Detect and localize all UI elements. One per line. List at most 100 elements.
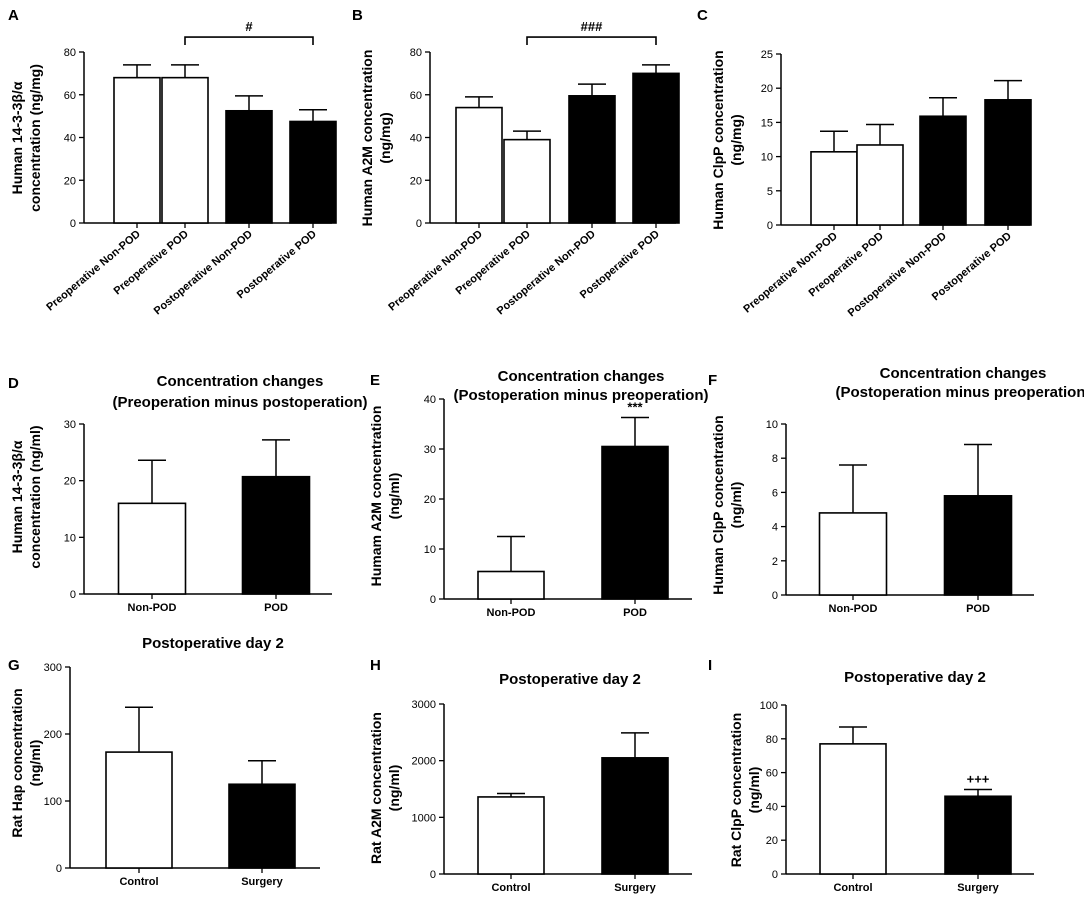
panel-label: I bbox=[708, 657, 712, 674]
y-tick-label: 1000 bbox=[412, 812, 436, 824]
y-tick-label: 0 bbox=[767, 220, 773, 232]
y-axis-label: (ng/ml) bbox=[386, 765, 402, 812]
bar-2 bbox=[856, 144, 904, 226]
y-tick-label: 0 bbox=[430, 594, 436, 606]
bar-1 bbox=[113, 76, 161, 224]
y-tick-label: 0 bbox=[772, 590, 778, 602]
bar-2 bbox=[601, 445, 669, 600]
y-tick-label: 20 bbox=[64, 175, 76, 187]
bar-1 bbox=[105, 751, 173, 869]
bar-1 bbox=[455, 106, 503, 224]
category-label: Control bbox=[833, 882, 872, 894]
chart-title: (Postoperation minus preoperation) bbox=[835, 384, 1084, 401]
y-axis-label: Rat A2M concentration bbox=[368, 712, 384, 864]
bar-1 bbox=[477, 570, 545, 600]
chart-panel-f: F Concentration changes (Postoperation min… bbox=[708, 365, 1084, 615]
significance-mark: ### bbox=[581, 19, 603, 34]
y-tick-label: 60 bbox=[410, 90, 422, 102]
y-tick-label: 40 bbox=[766, 801, 778, 813]
chart-panel-e: E Concentration changes (Postoperation min… bbox=[368, 368, 709, 619]
category-label: Control bbox=[491, 882, 530, 894]
category-label: Preoperative Non-POD bbox=[741, 230, 840, 315]
bar-3 bbox=[568, 95, 616, 224]
y-tick-label: 0 bbox=[772, 869, 778, 881]
y-tick-label: 10 bbox=[761, 152, 773, 164]
category-label: Surgery bbox=[241, 876, 283, 888]
category-label: POD bbox=[623, 607, 647, 619]
chart-panel-h: H Postoperative day 2 Rat A2M concentratio… bbox=[368, 657, 692, 894]
bar-4 bbox=[984, 99, 1032, 226]
bar-1 bbox=[819, 743, 887, 875]
y-tick-label: 100 bbox=[44, 796, 62, 808]
category-label: Control bbox=[119, 876, 158, 888]
category-label: POD bbox=[966, 603, 990, 615]
significance-mark: +++ bbox=[967, 772, 990, 787]
y-tick-label: 0 bbox=[56, 863, 62, 875]
bar-2 bbox=[241, 475, 311, 595]
y-tick-label: 40 bbox=[410, 133, 422, 145]
chart-title: Postoperative day 2 bbox=[142, 635, 284, 652]
chart-panel-g: G Postoperative day 2 Rat Hap concentratio… bbox=[8, 635, 320, 888]
panel-label: D bbox=[8, 375, 19, 392]
chart-title: (Preoperation minus postoperation) bbox=[112, 394, 367, 411]
category-label: Preoperative Non-POD bbox=[44, 228, 143, 313]
y-axis-label: (ng/mg) bbox=[377, 112, 393, 163]
bar-3 bbox=[919, 115, 967, 226]
bar-2 bbox=[943, 495, 1013, 596]
y-axis-label: (ng/ml) bbox=[386, 473, 402, 520]
y-tick-label: 80 bbox=[64, 47, 76, 59]
y-tick-label: 200 bbox=[44, 729, 62, 741]
y-tick-label: 10 bbox=[766, 419, 778, 431]
panel-label: H bbox=[370, 657, 381, 674]
y-tick-label: 0 bbox=[70, 218, 76, 230]
y-tick-label: 20 bbox=[64, 476, 76, 488]
y-axis-label: Human A2M concentration bbox=[359, 50, 375, 227]
chart-title: Concentration changes bbox=[498, 368, 665, 385]
y-tick-label: 20 bbox=[761, 83, 773, 95]
bar-4 bbox=[289, 120, 337, 224]
category-label: POD bbox=[264, 602, 288, 614]
bar-1 bbox=[477, 796, 545, 875]
chart-panel-c: C Human ClpP concentration (ng/mg) 0 5 10 15 20… bbox=[697, 7, 1032, 319]
panel-label: A bbox=[8, 7, 19, 24]
chart-panel-b: B Human A2M concentration (ng/mg) 0 20 40 60 80… bbox=[352, 7, 680, 317]
significance-bracket bbox=[184, 36, 314, 46]
y-tick-label: 25 bbox=[761, 49, 773, 61]
y-axis-label: concentration (ng/ml) bbox=[27, 425, 43, 568]
y-axis-label: (ng/ml) bbox=[27, 740, 43, 787]
category-label: Non-POD bbox=[487, 607, 536, 619]
y-axis-label: (ng/ml) bbox=[746, 767, 762, 814]
y-tick-label: 40 bbox=[64, 133, 76, 145]
y-tick-label: 10 bbox=[64, 532, 76, 544]
y-tick-label: 30 bbox=[64, 419, 76, 431]
y-tick-label: 20 bbox=[410, 175, 422, 187]
y-tick-label: 60 bbox=[766, 768, 778, 780]
y-axis-label: Humam A2M concentration bbox=[368, 406, 384, 587]
y-tick-label: 10 bbox=[424, 544, 436, 556]
chart-title: Postoperative day 2 bbox=[499, 671, 641, 688]
panel-label: E bbox=[370, 372, 380, 389]
y-axis-label: (ng/ml) bbox=[728, 482, 744, 529]
y-tick-label: 300 bbox=[44, 662, 62, 674]
panel-label: B bbox=[352, 7, 363, 24]
bar-1 bbox=[117, 502, 187, 595]
bar-2 bbox=[944, 795, 1012, 875]
y-axis-label: Human 14-3-3β/α bbox=[9, 81, 25, 194]
bar-4 bbox=[632, 72, 680, 224]
significance-bracket bbox=[526, 36, 657, 46]
y-axis-label: Rat Hap concentration bbox=[9, 688, 25, 837]
y-tick-label: 20 bbox=[766, 835, 778, 847]
chart-panel-a: A Human 14-3-3β/α concentration (ng/mg) 0 20… bbox=[8, 7, 337, 317]
y-axis-label: (ng/mg) bbox=[728, 114, 744, 165]
y-axis-label: Human ClpP concentration bbox=[710, 50, 726, 229]
y-tick-label: 8 bbox=[772, 453, 778, 465]
bar-1 bbox=[810, 151, 858, 226]
y-axis-label: Rat ClpP concentration bbox=[728, 713, 744, 868]
y-tick-label: 6 bbox=[772, 487, 778, 499]
y-tick-label: 20 bbox=[424, 494, 436, 506]
y-tick-label: 2 bbox=[772, 556, 778, 568]
panel-label: F bbox=[708, 372, 717, 389]
panel-label: C bbox=[697, 7, 708, 24]
bar-2 bbox=[601, 757, 669, 875]
